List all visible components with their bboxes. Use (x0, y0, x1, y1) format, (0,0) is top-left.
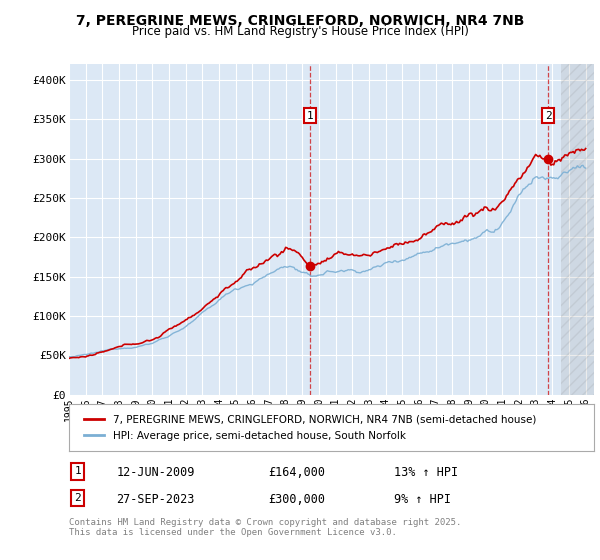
Text: 1: 1 (74, 466, 81, 477)
Text: £164,000: £164,000 (269, 466, 325, 479)
Text: £300,000: £300,000 (269, 493, 325, 506)
Bar (560, 64, 600, 395)
Text: 27-SEP-2023: 27-SEP-2023 (116, 493, 194, 506)
Text: 7, PEREGRINE MEWS, CRINGLEFORD, NORWICH, NR4 7NB: 7, PEREGRINE MEWS, CRINGLEFORD, NORWICH,… (76, 14, 524, 28)
Text: 9% ↑ HPI: 9% ↑ HPI (395, 493, 452, 506)
Text: 13% ↑ HPI: 13% ↑ HPI (395, 466, 458, 479)
Text: 2: 2 (74, 493, 81, 503)
Text: 1: 1 (307, 110, 313, 120)
Text: Price paid vs. HM Land Registry's House Price Index (HPI): Price paid vs. HM Land Registry's House … (131, 25, 469, 38)
Text: 12-JUN-2009: 12-JUN-2009 (116, 466, 194, 479)
Text: 2: 2 (545, 110, 551, 120)
Legend: 7, PEREGRINE MEWS, CRINGLEFORD, NORWICH, NR4 7NB (semi-detached house), HPI: Ave: 7, PEREGRINE MEWS, CRINGLEFORD, NORWICH,… (79, 410, 541, 445)
Text: Contains HM Land Registry data © Crown copyright and database right 2025.
This d: Contains HM Land Registry data © Crown c… (69, 518, 461, 538)
